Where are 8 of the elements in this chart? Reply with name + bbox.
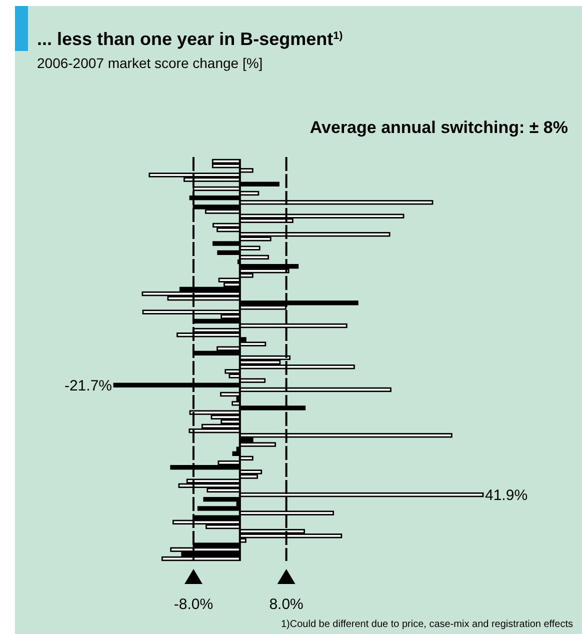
text: 1)Could be different due to price, case-mix and registration effects [280,619,573,630]
x-tick-label: -8.0% [174,596,214,613]
data-label: -21.7% [64,378,112,395]
text: Average annual switching: ± 8% [310,118,568,137]
x-tick-label: 8.0% [269,596,304,613]
chart-title: ... less than one year in B-segment$^{1)}$ [37,29,344,49]
data-label: 41.9% [485,487,528,504]
chart-subtitle: 2006-2007 market score change [%] [37,55,263,71]
